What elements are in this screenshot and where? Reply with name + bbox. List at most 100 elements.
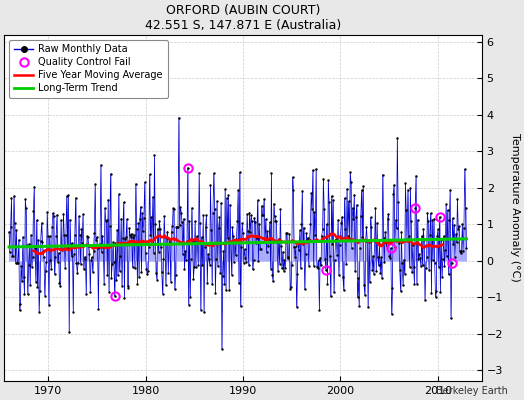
Point (248, 266, 257, 272)
Point (169, 205, 177, 212)
Point (386, 254, 394, 261)
Point (149, 194, 157, 200)
Point (71, 232, 79, 238)
Point (456, 248, 464, 254)
Point (406, 185, 414, 192)
Point (96, 240, 104, 247)
Point (264, 243, 272, 249)
Point (422, 264, 430, 271)
Point (427, 210, 435, 216)
Point (261, 216, 270, 223)
Point (288, 262, 296, 268)
Point (419, 226, 428, 232)
Point (127, 234, 135, 240)
Point (324, 177, 332, 184)
Point (395, 240, 403, 246)
Point (384, 211, 392, 217)
Point (353, 202, 361, 208)
Point (157, 244, 165, 250)
Point (214, 263, 222, 269)
Point (245, 262, 253, 268)
Point (118, 282, 126, 289)
Point (447, 260, 456, 267)
Point (59, 246, 67, 252)
Point (8, 252, 16, 259)
Point (396, 267, 404, 273)
Point (381, 229, 389, 235)
Point (191, 218, 199, 224)
Point (89, 269, 97, 276)
Point (40, 292, 49, 299)
Point (233, 218, 242, 224)
Point (385, 253, 394, 260)
Point (120, 295, 128, 301)
Point (93, 234, 101, 240)
Point (101, 205, 109, 211)
Point (221, 186, 230, 192)
Point (85, 250, 94, 257)
Point (313, 264, 321, 270)
Point (118, 234, 127, 241)
Point (167, 229, 176, 236)
Point (177, 209, 185, 216)
Point (86, 289, 94, 296)
Point (54, 250, 63, 256)
Point (357, 187, 366, 194)
Point (369, 253, 377, 259)
Point (259, 212, 267, 218)
Point (335, 272, 343, 278)
Point (44, 232, 52, 239)
Point (332, 235, 341, 242)
Point (6, 224, 15, 230)
Point (189, 238, 197, 245)
Point (410, 280, 419, 287)
Point (347, 179, 355, 185)
Point (444, 271, 453, 278)
Point (326, 293, 335, 300)
Point (105, 288, 113, 295)
Point (124, 285, 133, 292)
Point (331, 257, 339, 263)
Point (202, 212, 211, 218)
Point (427, 290, 435, 296)
Point (460, 224, 468, 231)
Point (113, 227, 121, 233)
Point (212, 256, 221, 262)
Point (28, 264, 36, 270)
Point (24, 291, 32, 298)
Point (148, 241, 156, 247)
Point (137, 268, 146, 275)
Point (365, 239, 373, 246)
Point (430, 216, 438, 222)
Point (318, 232, 326, 239)
Point (9, 252, 17, 259)
Point (134, 220, 143, 226)
Point (200, 309, 208, 315)
Point (366, 214, 375, 220)
Point (65, 329, 73, 336)
Point (7, 195, 16, 201)
Point (263, 249, 271, 255)
Point (122, 234, 130, 240)
Point (359, 183, 367, 189)
Point (363, 237, 372, 244)
Point (308, 206, 316, 212)
Point (439, 256, 447, 262)
Point (343, 186, 351, 192)
Point (368, 267, 376, 273)
Point (102, 218, 110, 224)
Point (407, 218, 416, 224)
Point (296, 227, 304, 234)
Point (91, 181, 100, 187)
Point (461, 205, 470, 212)
Point (392, 225, 401, 232)
Point (329, 196, 337, 203)
Point (124, 282, 132, 289)
Point (429, 256, 437, 263)
Point (372, 268, 380, 275)
Point (163, 228, 172, 235)
Point (63, 244, 72, 251)
Point (340, 195, 348, 201)
Point (207, 227, 215, 233)
Point (196, 219, 204, 226)
